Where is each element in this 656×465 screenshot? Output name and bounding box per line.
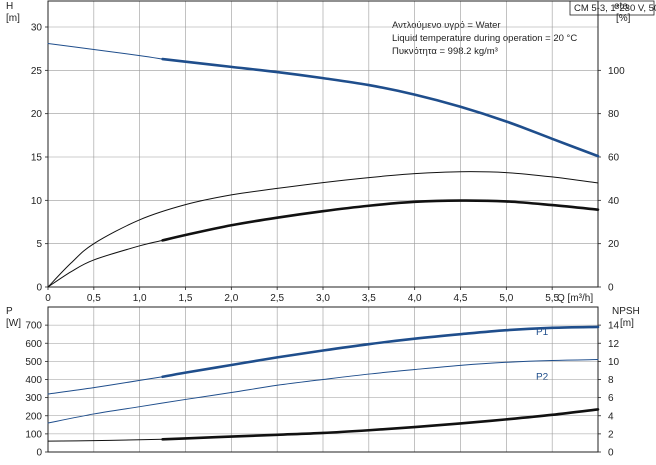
bottom-left-tick-label: 400 (25, 375, 42, 386)
npsh-axis-title: NPSH (612, 306, 640, 317)
top-series-line-2 (47, 171, 599, 288)
top-series-line-3 (47, 239, 164, 288)
bottom-series-line-1 (161, 325, 600, 379)
head-axis-unit: [m] (6, 13, 20, 24)
power-axis-title: P (6, 306, 13, 317)
bottom-left-tick-label: 100 (25, 429, 42, 440)
bottom-right-tick-label: 14 (608, 321, 620, 332)
x-tick-label: 4,0 (408, 293, 422, 304)
bottom-series-line-4 (161, 408, 600, 441)
model-box (569, 0, 655, 16)
bottom-series-line-3 (47, 438, 164, 442)
bottom-series-line-0 (47, 376, 164, 395)
bottom-right-tick-label: 2 (608, 429, 614, 440)
top-left-tick-label: 15 (31, 153, 43, 164)
top-left-tick-label: 10 (31, 196, 43, 207)
model-label: CM 5-3, 1*230 V, 50Hz (574, 3, 656, 14)
top-series-line-0 (47, 42, 164, 60)
top-left-tick-label: 30 (31, 23, 43, 34)
bottom-right-tick-label: 10 (608, 357, 620, 368)
temperature-label: Liquid temperature during operation = 20… (392, 33, 577, 44)
density-label: Πυκνότητα = 998.2 kg/m³ (392, 46, 498, 57)
power-axis-unit: [W] (6, 318, 21, 329)
bottom-left-tick-label: 0 (36, 448, 42, 459)
x-tick-label: 1,5 (179, 293, 193, 304)
eta-axis-title: eta (614, 1, 628, 12)
x-tick-label: 5,5 (545, 293, 559, 304)
bottom-left-tick-label: 300 (25, 393, 42, 404)
top-right-tick-label: 20 (608, 239, 620, 250)
top-right-tick-label: 0 (608, 283, 614, 294)
x-tick-label: 4,5 (454, 293, 468, 304)
bottom-right-tick-label: 4 (608, 411, 614, 422)
x-tick-label: 3,0 (316, 293, 330, 304)
bottom-left-tick-label: 200 (25, 411, 42, 422)
top-series-line-4 (161, 199, 600, 242)
bottom-right-tick-label: 12 (608, 339, 620, 350)
top-right-tick-label: 80 (608, 109, 620, 120)
bottom-left-tick-label: 600 (25, 339, 42, 350)
x-tick-label: 3,5 (362, 293, 376, 304)
top-left-tick-label: 5 (36, 239, 42, 250)
p1-series-label: P1 (536, 327, 549, 338)
npsh-axis-unit: [m] (620, 318, 634, 329)
x-tick-label: 1,0 (133, 293, 147, 304)
eta-axis-unit: [%] (616, 13, 631, 24)
x-tick-label: 2,0 (224, 293, 238, 304)
p2-series-label: P2 (536, 372, 549, 383)
liquid-label: Αντλούμενο υγρό = Water (392, 20, 501, 31)
top-right-tick-label: 100 (608, 66, 625, 77)
bottom-right-tick-label: 8 (608, 375, 614, 386)
top-left-tick-label: 25 (31, 66, 43, 77)
top-right-tick-label: 60 (608, 153, 620, 164)
x-tick-label: 5,0 (499, 293, 513, 304)
top-series-line-1 (161, 57, 600, 158)
bottom-right-tick-label: 0 (608, 448, 614, 459)
bottom-right-tick-label: 6 (608, 393, 614, 404)
x-tick-label: 2,5 (270, 293, 284, 304)
x-tick-label: 0 (45, 293, 51, 304)
top-left-tick-label: 20 (31, 109, 43, 120)
bottom-left-tick-label: 500 (25, 357, 42, 368)
head-axis-title: H (6, 1, 13, 12)
bottom-series-line-2 (47, 359, 599, 424)
flow-axis-title: Q [m³/h] (557, 293, 593, 304)
x-tick-label: 0,5 (87, 293, 101, 304)
bottom-left-tick-label: 700 (25, 321, 42, 332)
top-left-tick-label: 0 (36, 283, 42, 294)
top-right-tick-label: 40 (608, 196, 620, 207)
